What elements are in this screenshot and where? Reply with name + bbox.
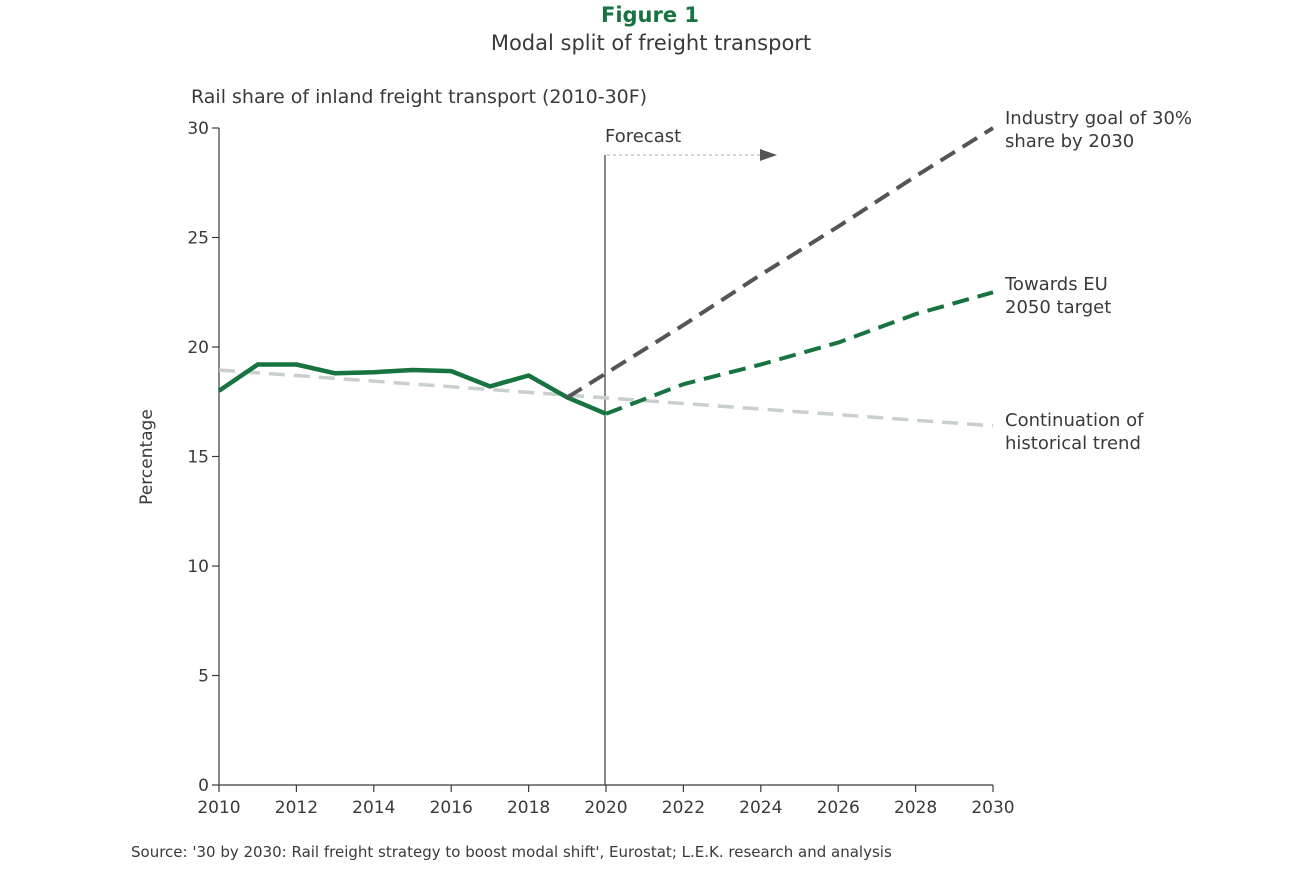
historical-trend-annotation: Continuation of historical trend bbox=[1005, 410, 1149, 454]
x-tick-label: 2012 bbox=[275, 798, 318, 818]
series-layer bbox=[217, 126, 995, 428]
x-tick-label: 2010 bbox=[197, 798, 240, 818]
y-tick-label: 25 bbox=[187, 229, 209, 249]
industry-goal-annotation: Industry goal of 30% share by 2030 bbox=[1005, 108, 1198, 152]
x-tick-label: 2030 bbox=[971, 798, 1014, 818]
forecast-arrow-head bbox=[760, 149, 777, 161]
y-ticks: 0 5 10 15 20 25 30 bbox=[187, 119, 219, 796]
forecast-label: Forecast bbox=[605, 126, 681, 147]
y-tick-label: 15 bbox=[187, 448, 209, 468]
x-tick-label: 2022 bbox=[662, 798, 705, 818]
y-tick-label: 30 bbox=[187, 119, 209, 139]
x-tick-label: 2028 bbox=[894, 798, 937, 818]
y-tick-label: 5 bbox=[198, 667, 209, 687]
x-tick-label: 2018 bbox=[507, 798, 550, 818]
y-tick-label: 0 bbox=[198, 776, 209, 796]
historical-rail-share-line bbox=[217, 362, 607, 416]
industry-goal-annotation-line-1: Industry goal of 30% bbox=[1005, 108, 1192, 129]
source-note: Source: '30 by 2030: Rail freight strate… bbox=[131, 843, 892, 861]
historical-trend-line bbox=[218, 368, 994, 428]
x-tick-label: 2014 bbox=[352, 798, 395, 818]
eu-target-line bbox=[605, 290, 994, 416]
chart-subtitle: Rail share of inland freight transport (… bbox=[191, 86, 647, 108]
eu-target-annotation: Towards EU 2050 target bbox=[1004, 274, 1114, 318]
y-tick-label: 20 bbox=[187, 338, 209, 358]
figure-label: Figure 1 bbox=[601, 3, 699, 27]
historical-trend-annotation-line-1: Continuation of bbox=[1005, 410, 1144, 431]
industry-goal-annotation-line-2: share by 2030 bbox=[1005, 131, 1134, 152]
x-tick-label: 2020 bbox=[584, 798, 627, 818]
x-tick-label: 2026 bbox=[817, 798, 860, 818]
y-tick-label: 10 bbox=[187, 557, 209, 577]
eu-target-annotation-line-2: 2050 target bbox=[1005, 297, 1111, 318]
x-tick-label: 2016 bbox=[430, 798, 473, 818]
historical-trend-annotation-line-2: historical trend bbox=[1005, 433, 1141, 454]
eu-target-annotation-line-1: Towards EU bbox=[1004, 274, 1108, 295]
figure-title: Modal split of freight transport bbox=[491, 31, 811, 55]
x-ticks: 2010 2012 2014 2016 2018 2020 2022 2024 2026 2028… bbox=[197, 785, 1015, 818]
x-tick-label: 2024 bbox=[739, 798, 782, 818]
y-axis-label: Percentage bbox=[137, 409, 157, 505]
